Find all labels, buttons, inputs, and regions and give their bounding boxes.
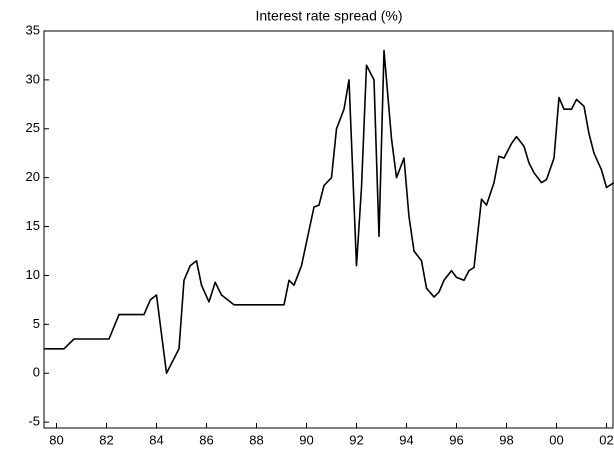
y-tick-label: 35 bbox=[26, 22, 40, 37]
y-tick-label: 5 bbox=[33, 316, 40, 331]
x-tick-label: 82 bbox=[99, 432, 113, 447]
x-tick-label: 94 bbox=[399, 432, 413, 447]
y-tick-label: 25 bbox=[26, 120, 40, 135]
y-tick-label: 0 bbox=[33, 365, 40, 380]
x-tick-label: 98 bbox=[499, 432, 513, 447]
y-tick-label: 30 bbox=[26, 71, 40, 86]
y-tick-label: 10 bbox=[26, 267, 40, 282]
y-tick-label: 20 bbox=[26, 169, 40, 184]
x-tick-label: 02 bbox=[599, 432, 613, 447]
x-tick-label: 86 bbox=[199, 432, 213, 447]
x-tick-label: 96 bbox=[449, 432, 463, 447]
x-tick-label: 00 bbox=[549, 432, 563, 447]
x-tick-label: 88 bbox=[249, 432, 263, 447]
x-tick-label: 84 bbox=[149, 432, 163, 447]
plot-frame bbox=[43, 30, 614, 429]
x-tick-label: 92 bbox=[349, 432, 363, 447]
chart-title: Interest rate spread (%) bbox=[255, 8, 402, 24]
y-tick-label: 15 bbox=[26, 218, 40, 233]
series-line bbox=[44, 49, 614, 374]
x-tick-label: 90 bbox=[299, 432, 313, 447]
y-tick-label: -5 bbox=[28, 414, 40, 429]
x-tick-label: 80 bbox=[49, 432, 63, 447]
